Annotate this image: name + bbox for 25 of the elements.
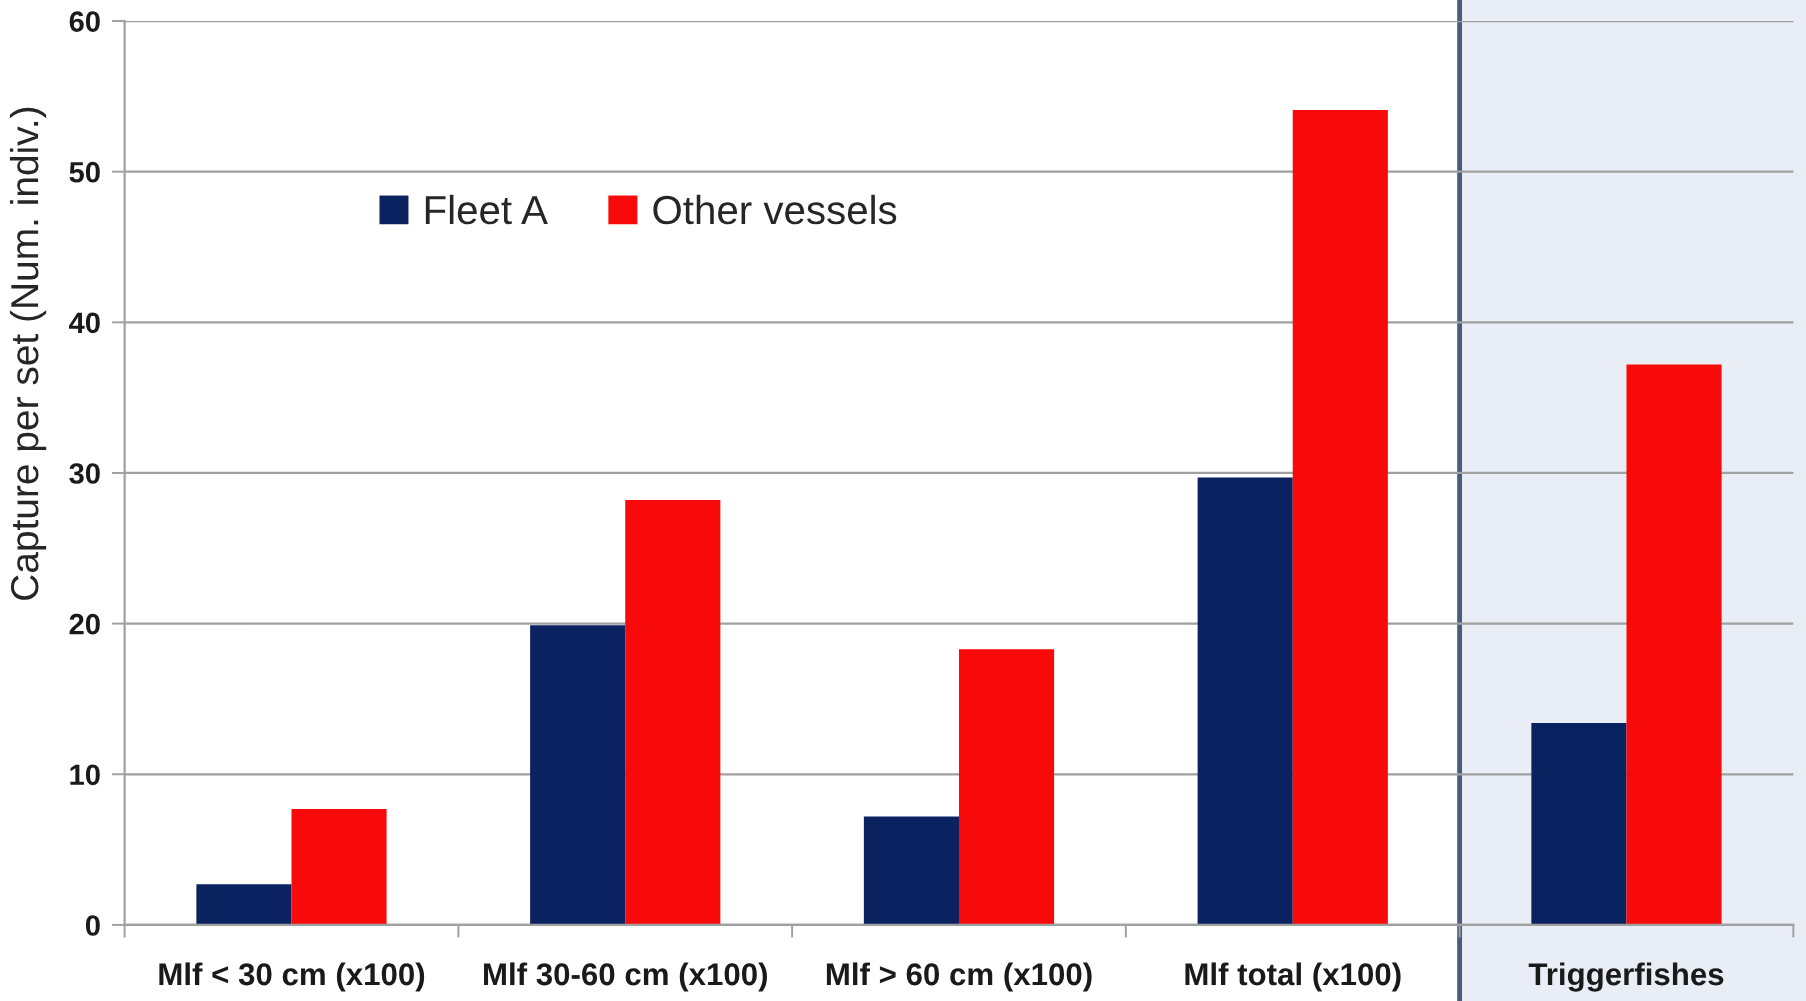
bar xyxy=(1626,364,1722,925)
y-tick-label: 0 xyxy=(85,915,100,936)
bar xyxy=(1197,477,1293,925)
y-axis-title: Capture per set (Num. indiv.) xyxy=(9,107,47,600)
bar xyxy=(196,884,292,925)
bar xyxy=(530,625,626,925)
bar xyxy=(1531,723,1627,925)
y-tick-label: 20 xyxy=(69,613,100,635)
x-tick-label: Mlf total (x100) xyxy=(1185,962,1401,992)
x-tick-label: Mlf > 60 cm (x100) xyxy=(826,962,1092,992)
bar xyxy=(958,649,1055,925)
legend-label: Other vessels xyxy=(653,194,897,225)
bar xyxy=(291,808,387,925)
y-tick-label: 10 xyxy=(70,764,100,786)
bar xyxy=(1292,109,1388,925)
y-tick-label: 50 xyxy=(69,161,100,183)
x-tick-label: Triggerfishes xyxy=(1528,962,1724,992)
y-tick-label: 30 xyxy=(69,463,100,484)
bar xyxy=(625,500,721,925)
y-tick-label: 40 xyxy=(69,312,100,334)
bar xyxy=(863,816,959,925)
x-tick-label: Mlf < 30 cm (x100) xyxy=(159,962,425,992)
legend-label: Fleet A xyxy=(425,194,548,225)
x-tick-label: Mlf 30-60 cm (x100) xyxy=(484,962,767,992)
y-tick-label: 60 xyxy=(69,11,100,32)
